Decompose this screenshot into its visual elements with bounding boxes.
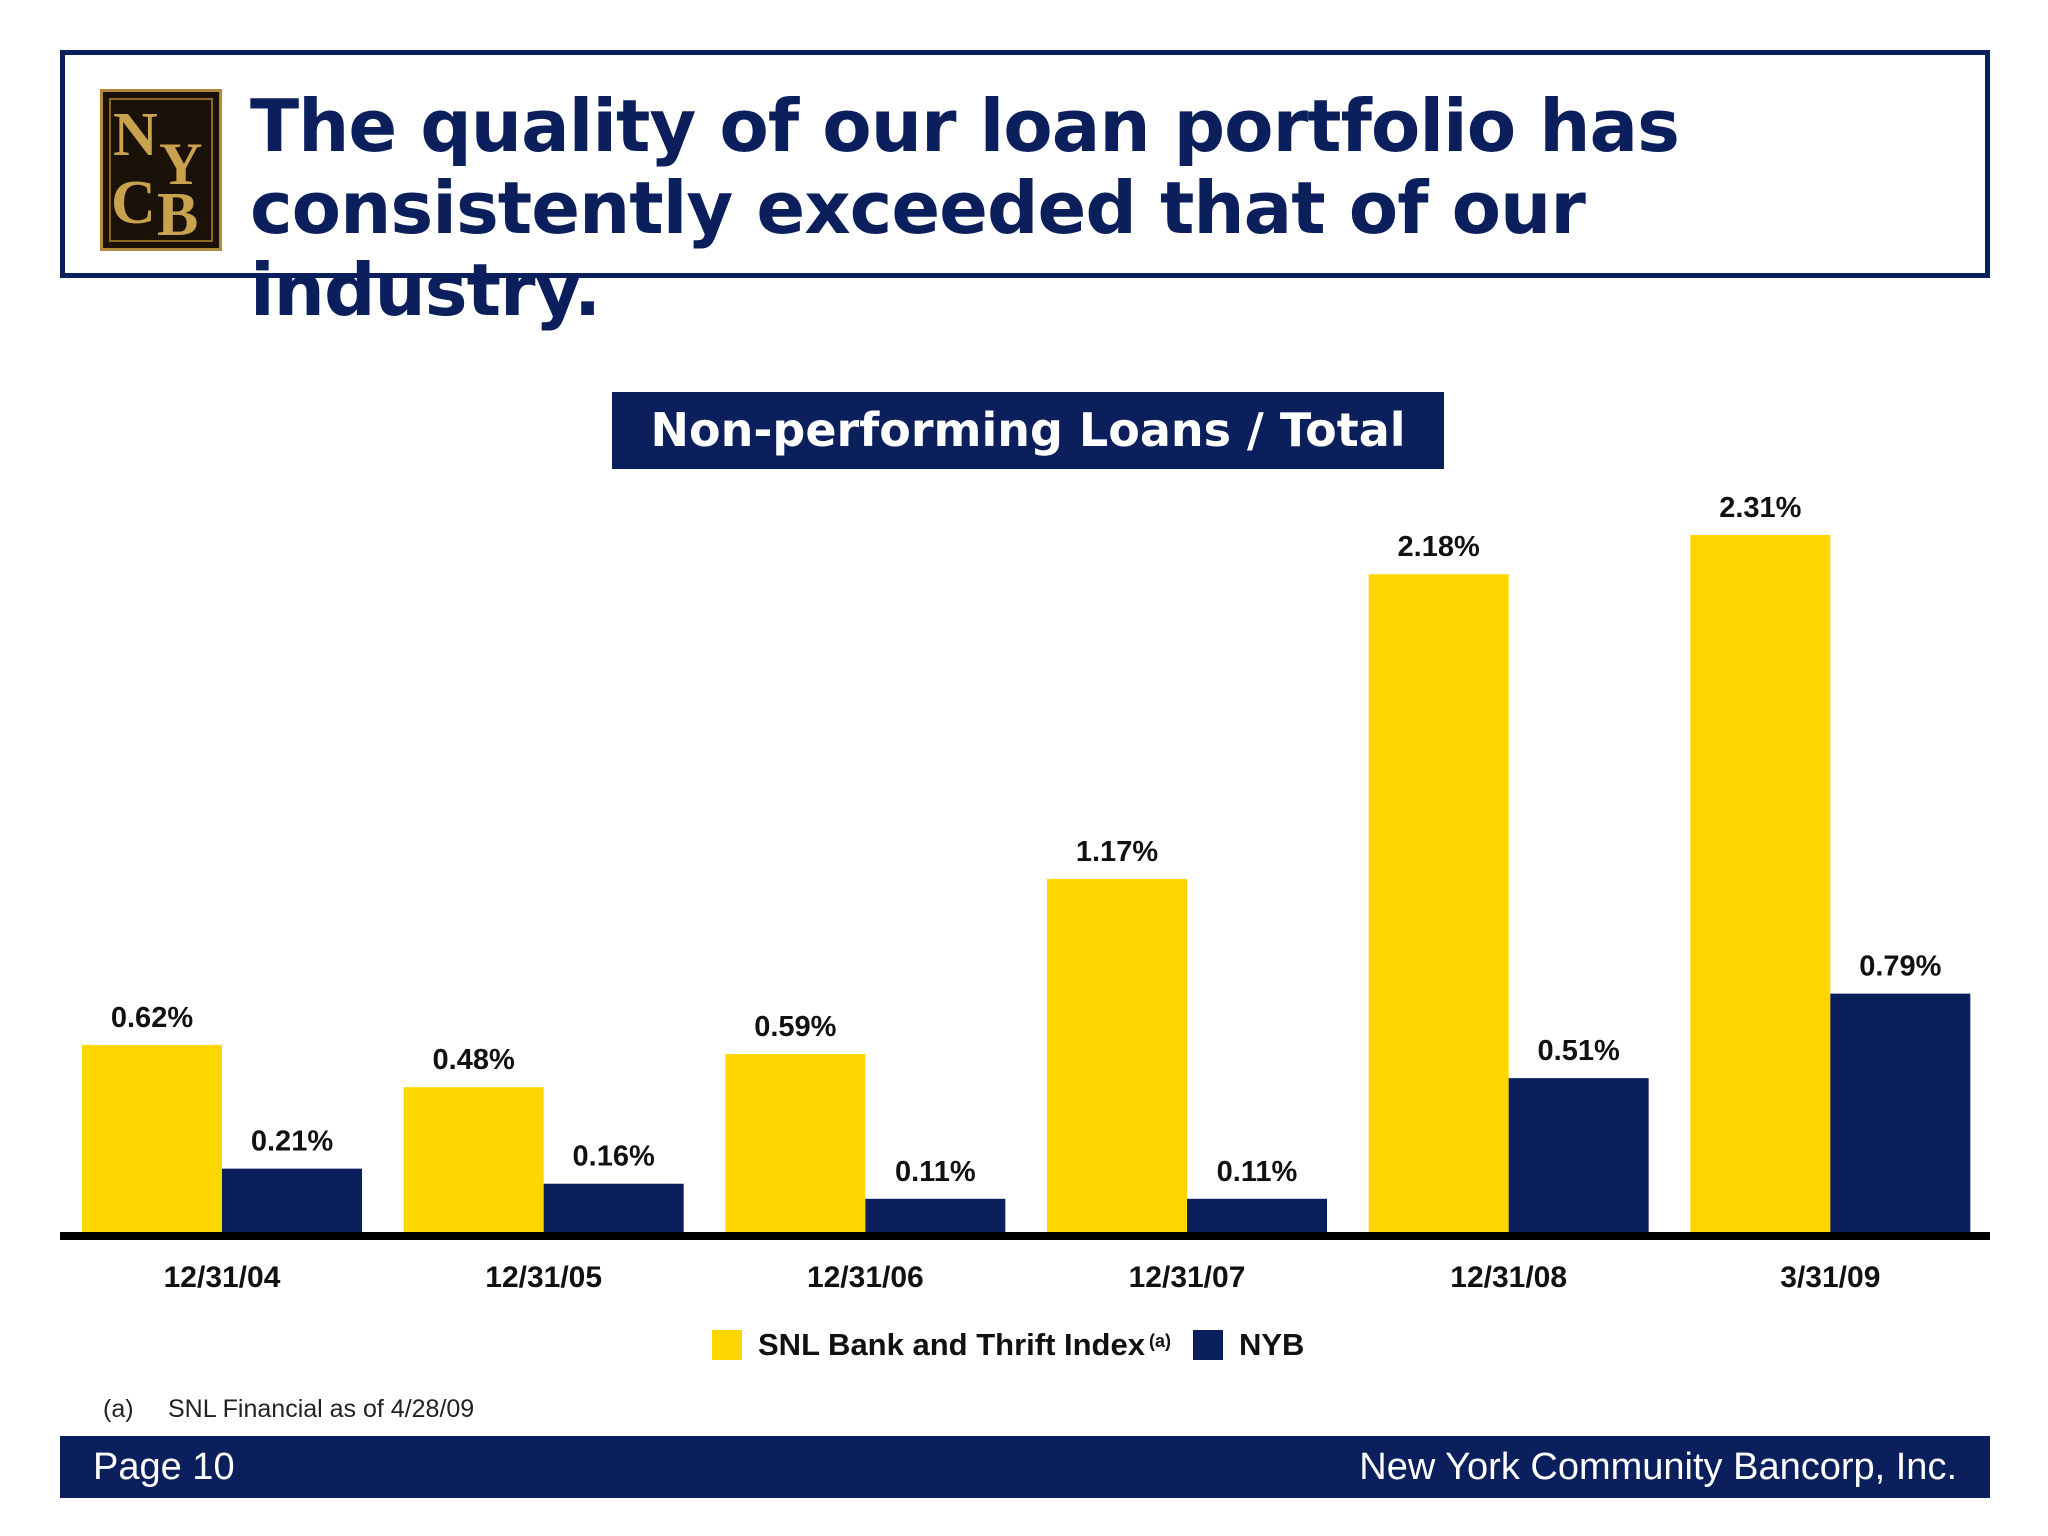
legend-label-nyb: NYB xyxy=(1238,1327,1305,1362)
logo-letter-c: C xyxy=(111,169,156,237)
bar-nyb-0 xyxy=(222,1168,362,1232)
logo-letter-n: N xyxy=(113,101,158,169)
x-tick-label-0: 12/31/04 xyxy=(164,1261,281,1294)
bar-nyb-1 xyxy=(543,1183,684,1232)
logo-letter-y: Y xyxy=(159,131,203,197)
data-label-nyb-4: 0.51% xyxy=(1538,1035,1620,1067)
data-label-nyb-2: 0.11% xyxy=(895,1156,976,1188)
data-label-snl-3: 1.17% xyxy=(1076,836,1158,868)
bar-nyb-2 xyxy=(865,1198,1006,1232)
bar-snl-4 xyxy=(1368,574,1509,1232)
x-tick-label-2: 12/31/06 xyxy=(807,1261,924,1294)
footnote: (a) SNL Financial as of 4/28/09 xyxy=(103,1395,474,1424)
bar-nyb-3 xyxy=(1187,1198,1327,1232)
legend-swatch-nyb xyxy=(1192,1330,1223,1360)
x-tick-label-4: 12/31/08 xyxy=(1450,1261,1567,1294)
x-tick-label-5: 3/31/09 xyxy=(1780,1261,1880,1294)
company-name: New York Community Bancorp, Inc. xyxy=(1359,1446,1957,1488)
bar-nyb-5 xyxy=(1830,993,1971,1232)
footnote-text: SNL Financial as of 4/28/09 xyxy=(168,1395,475,1423)
bar-nyb-4 xyxy=(1508,1078,1649,1232)
data-label-snl-5: 2.31% xyxy=(1719,492,1801,524)
chart-title: Non-performing Loans / Total Loans xyxy=(612,392,1444,534)
page-number: Page 10 xyxy=(93,1446,235,1488)
footnote-marker: (a) xyxy=(103,1395,134,1423)
data-label-nyb-3: 0.11% xyxy=(1217,1156,1298,1188)
bar-snl-2 xyxy=(725,1053,866,1232)
chart-legend: SNL Bank and Thrift Index (a) NYB xyxy=(712,1325,1304,1365)
data-label-nyb-1: 0.16% xyxy=(573,1141,655,1173)
data-label-snl-4: 2.18% xyxy=(1398,531,1480,563)
title-box: N Y C B The quality of our loan portfoli… xyxy=(60,50,1990,331)
legend-label-snl: SNL Bank and Thrift Index xyxy=(758,1327,1145,1362)
data-label-snl-0: 0.62% xyxy=(111,1002,193,1034)
x-tick-label-1: 12/31/05 xyxy=(485,1261,602,1294)
x-tick-label-3: 12/31/07 xyxy=(1129,1261,1246,1294)
bar-snl-0 xyxy=(82,1044,222,1232)
bar-snl-3 xyxy=(1047,878,1187,1232)
data-label-snl-1: 0.48% xyxy=(433,1044,515,1076)
logo-letter-b: B xyxy=(157,181,199,249)
page-title: The quality of our loan portfolio has co… xyxy=(250,84,1680,332)
data-label-nyb-0: 0.21% xyxy=(251,1126,333,1158)
legend-swatch-snl xyxy=(712,1330,742,1360)
data-label-snl-2: 0.59% xyxy=(754,1011,836,1043)
nycb-logo: N Y C B xyxy=(100,89,222,251)
bar-snl-1 xyxy=(403,1087,544,1232)
legend-footnote-marker: (a) xyxy=(1148,1330,1171,1351)
data-label-nyb-5: 0.79% xyxy=(1859,951,1941,983)
bar-snl-5 xyxy=(1690,535,1831,1232)
footer-bar: Page 10 New York Community Bancorp, Inc. xyxy=(60,1436,1990,1498)
